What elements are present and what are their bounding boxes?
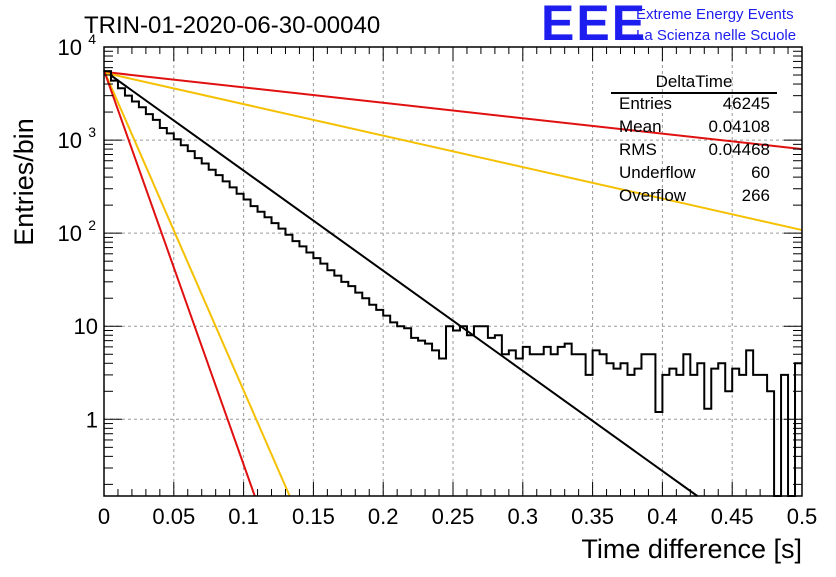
fit-line-5 [103,70,256,497]
stats-entries-label: Entries [619,94,672,113]
fit-line-3 [103,71,803,232]
stats-underflow-label: Underflow [619,163,696,182]
histogram-outline [104,70,802,497]
axes [103,46,803,497]
chart-title: TRIN-01-2020-06-30-00040 [84,12,380,39]
stats-rms-value: 0.04468 [709,140,770,159]
stats-overflow-label: Overflow [619,186,687,205]
histogram [104,70,802,497]
x-tick-label: 0.25 [432,504,475,529]
fit-line-1 [103,69,698,497]
y-axis-label: Entries/bin [9,118,39,246]
logo-line-1: Extreme Energy Events [636,6,794,23]
y-tick-exponent: 2 [88,217,96,233]
x-tick-label: 0.5 [787,504,818,529]
stats-box: DeltaTime Entries 46245 Mean 0.04108 RMS… [611,72,777,205]
eee-logo: EEE [541,0,647,51]
x-tick-label: 0.4 [647,504,678,529]
y-tick-label: 1 [86,407,98,432]
x-tick-label: 0.35 [571,504,614,529]
x-tick-label: 0 [98,504,110,529]
x-tick-label: 0.15 [292,504,335,529]
y-tick-label: 10 [58,128,82,153]
stats-underflow-value: 60 [751,163,770,182]
x-tick-label: 0.2 [368,504,399,529]
x-tick-label: 0.05 [152,504,195,529]
logo-line-2: La Scienza nelle Scuole [636,27,796,44]
x-tick-label: 0.1 [228,504,259,529]
y-tick-label: 10 [58,35,82,60]
stats-mean-value: 0.04108 [709,117,770,136]
x-tick-labels: 0 0.05 0.1 0.15 0.2 0.25 0.3 0.35 0.4 0.45 0.5 [98,504,817,529]
x-axis-label: Time difference [s] [581,534,802,564]
stats-entries-value: 46245 [723,94,770,113]
x-tick-label: 0.3 [508,504,539,529]
fit-line-4 [103,70,291,497]
y-tick-label: 10 [74,314,98,339]
y-tick-exponent: 3 [88,124,96,140]
stats-overflow-value: 266 [742,186,770,205]
y-tick-label: 10 [58,221,82,246]
grid [104,47,802,496]
y-tick-exponent: 4 [88,31,96,47]
stats-title: DeltaTime [656,72,733,91]
y-tick-labels: 1 10 10 2 10 3 10 4 [58,31,98,432]
fit-line-2 [103,70,803,151]
fit-curves [103,69,803,497]
x-tick-label: 0.45 [711,504,754,529]
stats-mean-label: Mean [619,117,662,136]
stats-rms-label: RMS [619,140,657,159]
